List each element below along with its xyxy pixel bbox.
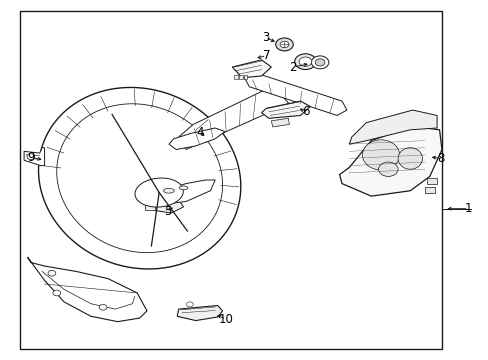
Polygon shape <box>24 148 44 166</box>
Bar <box>424 187 434 193</box>
Ellipse shape <box>362 140 399 170</box>
Polygon shape <box>232 60 271 78</box>
Polygon shape <box>168 128 224 149</box>
Polygon shape <box>261 101 310 118</box>
Text: 5: 5 <box>163 205 171 218</box>
Ellipse shape <box>163 188 174 193</box>
Text: 9: 9 <box>28 151 35 164</box>
Ellipse shape <box>378 162 397 176</box>
Text: 7: 7 <box>262 49 270 62</box>
Text: 1: 1 <box>464 202 471 215</box>
Circle shape <box>294 54 316 69</box>
Bar <box>20 12 441 348</box>
Polygon shape <box>27 257 147 321</box>
Circle shape <box>311 56 328 69</box>
Circle shape <box>299 57 311 66</box>
Ellipse shape <box>397 148 422 169</box>
Circle shape <box>53 290 61 296</box>
Circle shape <box>27 154 35 159</box>
Ellipse shape <box>179 186 187 190</box>
Circle shape <box>186 302 193 307</box>
Polygon shape <box>348 110 436 144</box>
Circle shape <box>280 41 288 48</box>
Circle shape <box>48 270 56 276</box>
Text: 3: 3 <box>261 31 268 44</box>
Polygon shape <box>39 87 240 269</box>
Bar <box>243 75 247 78</box>
Polygon shape <box>57 104 222 253</box>
Text: 6: 6 <box>301 105 308 118</box>
Bar <box>151 195 161 202</box>
Text: 2: 2 <box>289 60 296 73</box>
Circle shape <box>275 38 293 51</box>
Polygon shape <box>147 180 215 205</box>
Text: 4: 4 <box>197 126 204 139</box>
Polygon shape <box>244 72 346 116</box>
Bar <box>144 204 155 211</box>
Text: 10: 10 <box>218 312 233 326</box>
Text: 8: 8 <box>436 152 444 165</box>
Polygon shape <box>177 306 222 320</box>
Ellipse shape <box>135 178 183 207</box>
Polygon shape <box>154 200 183 213</box>
Bar <box>233 75 237 78</box>
Polygon shape <box>339 126 441 196</box>
Polygon shape <box>178 87 288 149</box>
Polygon shape <box>271 118 289 127</box>
Bar <box>238 75 242 78</box>
Circle shape <box>315 59 325 66</box>
Circle shape <box>99 305 107 310</box>
Bar <box>427 178 436 184</box>
